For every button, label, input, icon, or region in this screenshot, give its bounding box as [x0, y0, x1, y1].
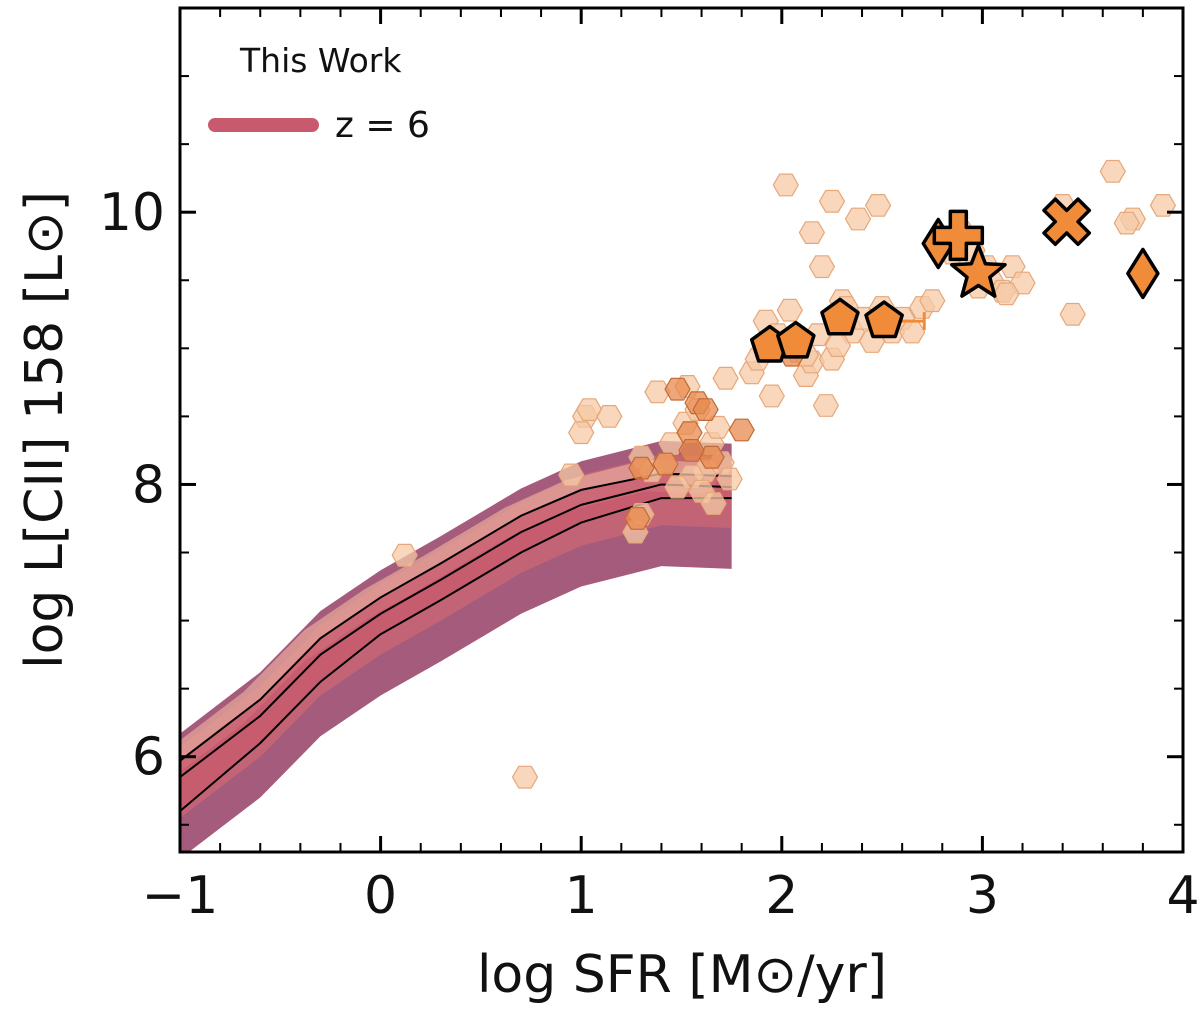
hexagon-marker [798, 221, 826, 244]
hexagon-marker [628, 456, 655, 480]
hexagon-marker [808, 255, 836, 279]
hexagon-marker [700, 492, 727, 515]
star-marker [950, 243, 1007, 298]
x-tick-label: −1 [142, 866, 219, 926]
x-tick-label: 0 [364, 866, 397, 926]
hexagon-marker [511, 765, 539, 789]
hexagon-marker [1099, 159, 1126, 183]
hexagon-marker [692, 398, 719, 421]
hexagon-marker [644, 380, 671, 404]
y-tick-label: 10 [99, 183, 165, 243]
legend-title: This Work [239, 41, 402, 80]
hexagon-marker [824, 334, 852, 357]
hexagon-marker [624, 507, 651, 530]
x-axis-title: log SFR [M⊙/yr] [477, 945, 887, 1005]
y-tick-label: 6 [132, 728, 165, 788]
hexagon-marker [776, 298, 803, 322]
pentagon-marker [864, 300, 904, 339]
plot-area [180, 159, 1177, 852]
hexagon-marker [678, 439, 705, 462]
plus-marker [932, 209, 985, 262]
hexagon-marker [758, 384, 785, 408]
hexagon-marker [818, 189, 846, 213]
hexagon-marker [664, 377, 691, 401]
diamond-marker [1126, 247, 1160, 300]
hexagon-marker [716, 467, 743, 491]
pentagon-marker [776, 320, 816, 359]
hexagon-marker [652, 452, 679, 476]
y-tick-label: 8 [132, 455, 165, 515]
x-tick-label: 3 [966, 866, 999, 926]
x-tick-label: 2 [765, 866, 798, 926]
hexagon-marker [919, 289, 946, 313]
legend: This Work z = 6 [208, 41, 430, 146]
median-line [180, 483, 732, 778]
hexagon-marker [844, 207, 872, 231]
hexagon-marker [704, 415, 731, 439]
hexagon-marker [812, 394, 840, 417]
hexagon-marker [558, 463, 585, 487]
plot-frame [178, 6, 1185, 854]
hexagon-marker [712, 366, 739, 390]
hexagon-marker [772, 173, 799, 197]
cross-marker [1042, 197, 1092, 247]
hexagon-marker [568, 421, 595, 445]
hexagon-marker [391, 543, 418, 567]
density-outer [180, 440, 732, 852]
pentagon-marker [820, 297, 860, 336]
hexagon-marker [993, 282, 1020, 306]
x-tick-label: 4 [1166, 866, 1199, 926]
hexagon-marker [1113, 211, 1140, 235]
hexagon-marker [576, 398, 603, 421]
legend-label-z6: z = 6 [335, 105, 430, 146]
x-tick-label: 1 [565, 866, 598, 926]
hexagon-marker [664, 475, 691, 499]
hexagon-marker [1059, 302, 1086, 326]
y-axis-title: log L[CII] 158 [L⊙] [15, 191, 75, 669]
hexagon-marker [728, 418, 755, 442]
hexagon-marker [864, 194, 892, 217]
hexagon-marker [899, 320, 926, 344]
hexagon-marker [596, 405, 623, 428]
